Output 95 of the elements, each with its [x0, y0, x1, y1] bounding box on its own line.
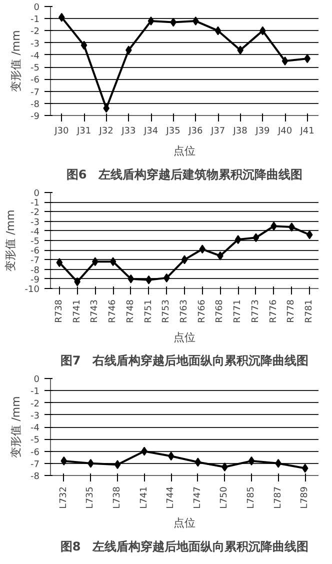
y-tick-label: 0 [34, 375, 40, 385]
x-tick-label: J34 [142, 126, 158, 136]
y-tick-label: -3 [30, 218, 40, 228]
point [60, 456, 68, 466]
y-tick-label: -3 [30, 39, 40, 50]
y-tick-label: -7 [30, 460, 40, 470]
y-tick-label: -1 [30, 15, 40, 26]
y-tick-label: -6 [30, 448, 40, 458]
y-tick-label: -2 [30, 208, 40, 218]
x-tick-label: L741 [139, 486, 150, 509]
x-tick-label: R751 [144, 299, 154, 323]
point [306, 230, 313, 240]
x-tick-label: J30 [54, 126, 69, 136]
y-axis-title: 变形值 /mm [10, 396, 23, 458]
point [248, 456, 255, 466]
y-tick-label: -7 [30, 88, 40, 98]
y-tick-label: 0 [34, 3, 40, 13]
point [163, 273, 170, 282]
x-tick-label: L732 [58, 486, 69, 509]
x-tick-label: R778 [286, 299, 297, 323]
y-tick-label: -1 [30, 387, 40, 398]
point [148, 16, 154, 26]
y-tick-label: -6 [30, 76, 40, 86]
y-tick-label: -2 [30, 399, 40, 410]
x-tick-label: J36 [188, 126, 203, 136]
y-tick-label: -1 [30, 198, 40, 209]
y-tick-label: -4 [30, 227, 40, 238]
y-tick-label: -8 [30, 266, 40, 276]
point [302, 464, 308, 473]
x-tick-label: L785 [246, 486, 256, 509]
text: 图8 左线盾构穿越后地面纵向累积沉降曲线图 [60, 540, 309, 554]
x-tick-label: L747 [192, 486, 203, 509]
x-tick-label: R766 [197, 299, 208, 323]
x-tick-label: J31 [76, 126, 92, 136]
y-tick-label: -5 [30, 64, 40, 74]
y-tick-label: -5 [30, 237, 40, 247]
text: 图7 右线盾构穿越后地面纵向累积沉降曲线图 [60, 354, 309, 368]
point [181, 255, 188, 264]
y-tick-label: 0 [34, 189, 40, 199]
x-tick-label: J33 [120, 126, 136, 136]
x-tick-label: R768 [215, 299, 226, 323]
y-tick-label: -3 [30, 411, 40, 422]
point [199, 244, 206, 254]
x-tick-label: R743 [90, 299, 100, 323]
y-tick-label: -5 [30, 436, 40, 446]
x-tick-label: L738 [112, 486, 122, 509]
point [282, 56, 288, 66]
point [80, 40, 88, 50]
x-tick-label: J32 [98, 126, 114, 136]
x-tick-label: L744 [166, 486, 176, 509]
point [168, 452, 174, 461]
y-tick-label: -9 [30, 275, 40, 286]
x-tick-label: J41 [299, 126, 314, 136]
x-tick-label: J38 [232, 126, 248, 136]
point [114, 460, 121, 470]
x-tick-label: R738 [54, 299, 64, 323]
x-tick-label: L789 [300, 486, 310, 509]
x-tick-label: J37 [210, 126, 226, 136]
point [110, 257, 116, 266]
point [128, 274, 134, 284]
y-tick-label: -7 [30, 256, 40, 266]
y-tick-label: -9 [30, 112, 40, 122]
x-axis-title: 点位 [174, 330, 196, 344]
point [214, 26, 222, 36]
x-tick-label: R753 [162, 299, 172, 323]
x-tick-label: R776 [268, 299, 279, 323]
y-tick-label: -6 [30, 246, 40, 257]
point [56, 258, 63, 268]
y-tick-label: -2 [30, 27, 40, 38]
x-tick-label: J39 [254, 126, 270, 136]
y-tick-label: -8 [30, 472, 40, 482]
text: 图6 左线盾构穿越后建筑物累积沉降曲线图 [66, 168, 303, 182]
x-tick-label: R748 [126, 299, 136, 323]
x-tick-label: R763 [180, 299, 190, 323]
x-tick-label: R773 [250, 299, 261, 323]
x-tick-label: L750 [220, 486, 230, 509]
x-tick-label: L787 [273, 486, 284, 509]
x-tick-label: J35 [165, 126, 180, 136]
x-tick-label: R781 [304, 299, 315, 323]
x-tick-label: R771 [233, 299, 244, 323]
x-tick-label: R741 [72, 299, 82, 323]
y-tick-label: -8 [30, 100, 40, 110]
y-axis-title: 变形值 /mm [4, 210, 17, 272]
point [194, 458, 202, 467]
y-tick-label: -10 [24, 285, 40, 295]
y-tick-label: -4 [30, 51, 40, 62]
x-tick-label: R746 [108, 299, 118, 323]
point [234, 235, 242, 244]
x-axis-title: 点位 [174, 144, 196, 158]
x-tick-label: J40 [276, 126, 292, 136]
point [252, 233, 260, 242]
x-axis-title: 点位 [174, 516, 196, 530]
x-tick-label: L735 [86, 486, 96, 509]
y-tick-label: -4 [30, 424, 40, 434]
y-axis-title: 变形值 /mm [10, 30, 23, 92]
